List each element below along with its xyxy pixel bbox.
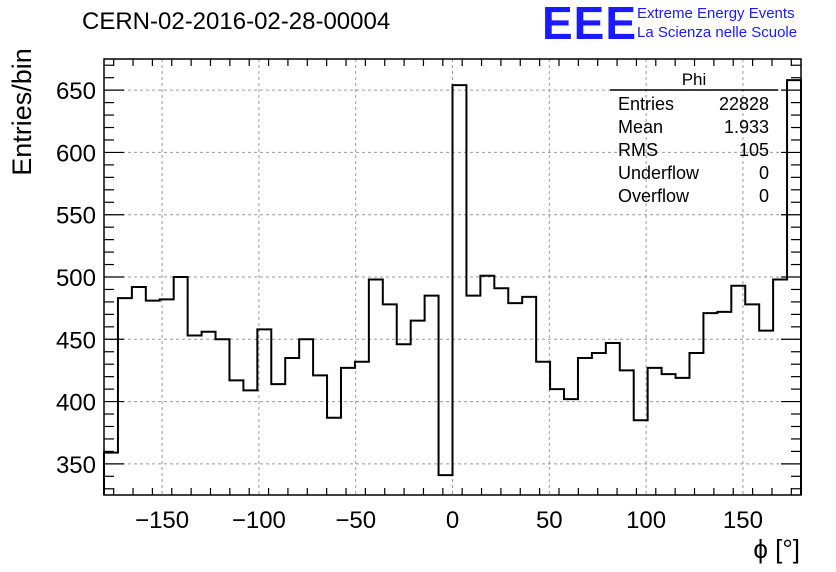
stats-row-value: 1.933 xyxy=(724,117,769,137)
y-tick-label: 400 xyxy=(56,390,96,417)
y-tick-label: 450 xyxy=(56,327,96,354)
histogram-series-line xyxy=(103,79,802,495)
x-axis-label: ϕ [°] xyxy=(753,534,800,564)
x-tick-label: −100 xyxy=(232,507,286,534)
axis-ticks xyxy=(104,59,801,495)
stats-box-title: Phi xyxy=(682,70,707,89)
y-tick-label: 350 xyxy=(56,452,96,479)
stats-row-label: Underflow xyxy=(618,163,700,183)
x-tick-label: 0 xyxy=(446,507,459,534)
y-tick-label: 650 xyxy=(56,78,96,105)
stats-row-value: 0 xyxy=(759,186,769,206)
logo-caption-line2: La Scienza nelle Scuole xyxy=(637,24,798,41)
stats-row-label: RMS xyxy=(618,140,658,160)
y-tick-label: 500 xyxy=(56,265,96,292)
logo-caption: Extreme Energy Events La Scienza nelle S… xyxy=(637,4,797,42)
y-axis-label: Entries/bin xyxy=(7,48,37,176)
y-tick-label: 550 xyxy=(56,203,96,230)
stats-row-label: Mean xyxy=(618,117,663,137)
stats-row-label: Entries xyxy=(618,94,674,114)
stats-row-value: 105 xyxy=(739,140,769,160)
x-tick-label: 100 xyxy=(626,507,666,534)
stats-row-label: Overflow xyxy=(618,186,690,206)
stats-row-value: 22828 xyxy=(719,94,769,114)
x-tick-label: −50 xyxy=(335,507,376,534)
stats-box: Phi Entries 22828 Mean 1.933 RMS 105 Underflow… xyxy=(610,70,778,206)
x-tick-label: −150 xyxy=(135,507,189,534)
tick-labels: −150 −100 −50 0 50 100 150 350 400 450 500 550 600 65… xyxy=(56,78,763,534)
stats-box-rows: Entries 22828 Mean 1.933 RMS 105 Underflow 0 Ove… xyxy=(618,94,769,206)
x-tick-label: 150 xyxy=(723,507,763,534)
logo-caption-line1: Extreme Energy Events xyxy=(637,5,795,22)
stats-row-value: 0 xyxy=(759,163,769,183)
eee-logo: EEE xyxy=(542,0,638,49)
y-tick-label: 600 xyxy=(56,140,96,167)
x-tick-label: 50 xyxy=(536,507,563,534)
run-title: CERN-02-2016-02-28-00004 xyxy=(82,8,391,35)
